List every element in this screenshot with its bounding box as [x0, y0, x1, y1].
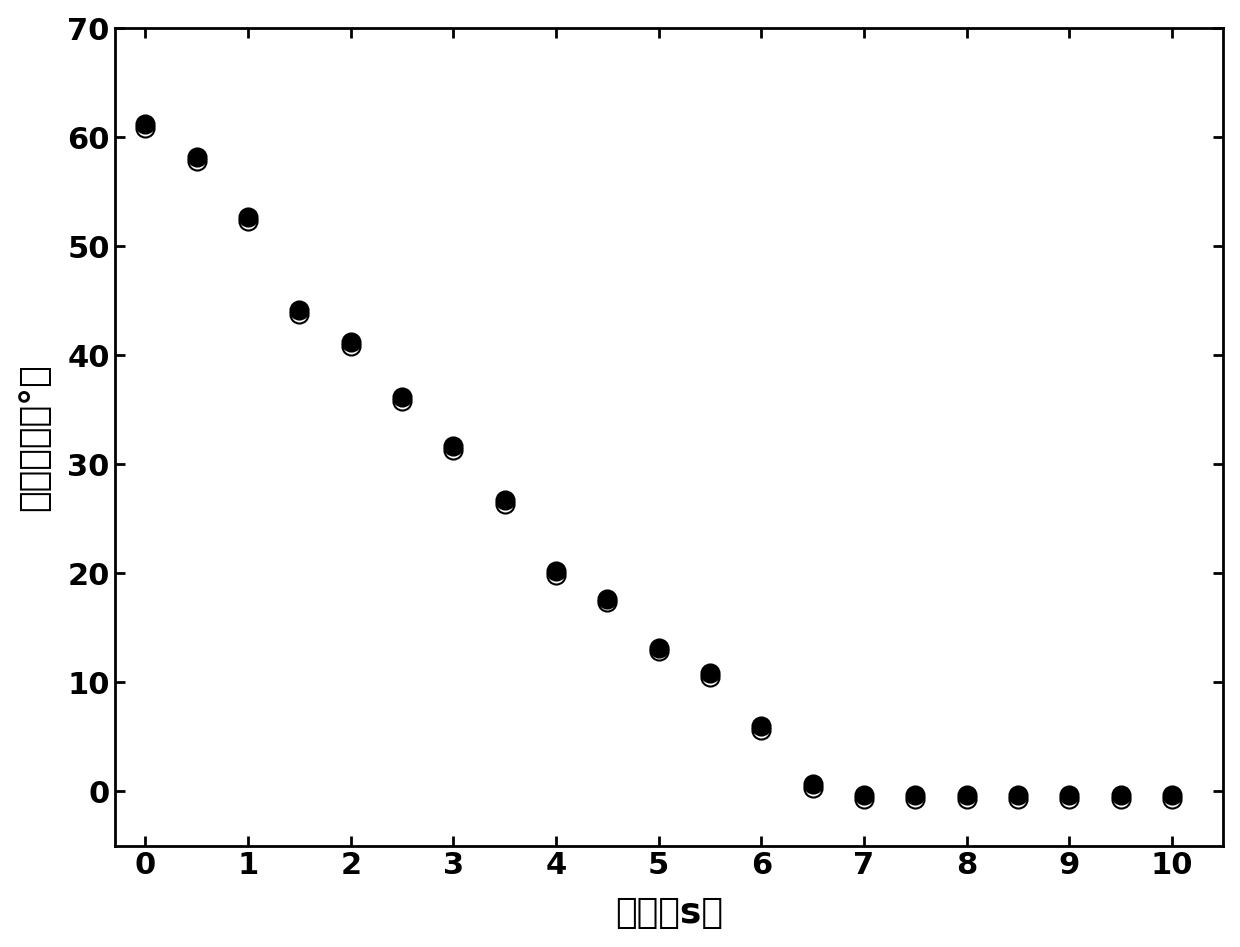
Y-axis label: 水接触角（°）: 水接触角（°） [16, 363, 51, 510]
X-axis label: 时间（s）: 时间（s） [615, 896, 723, 930]
